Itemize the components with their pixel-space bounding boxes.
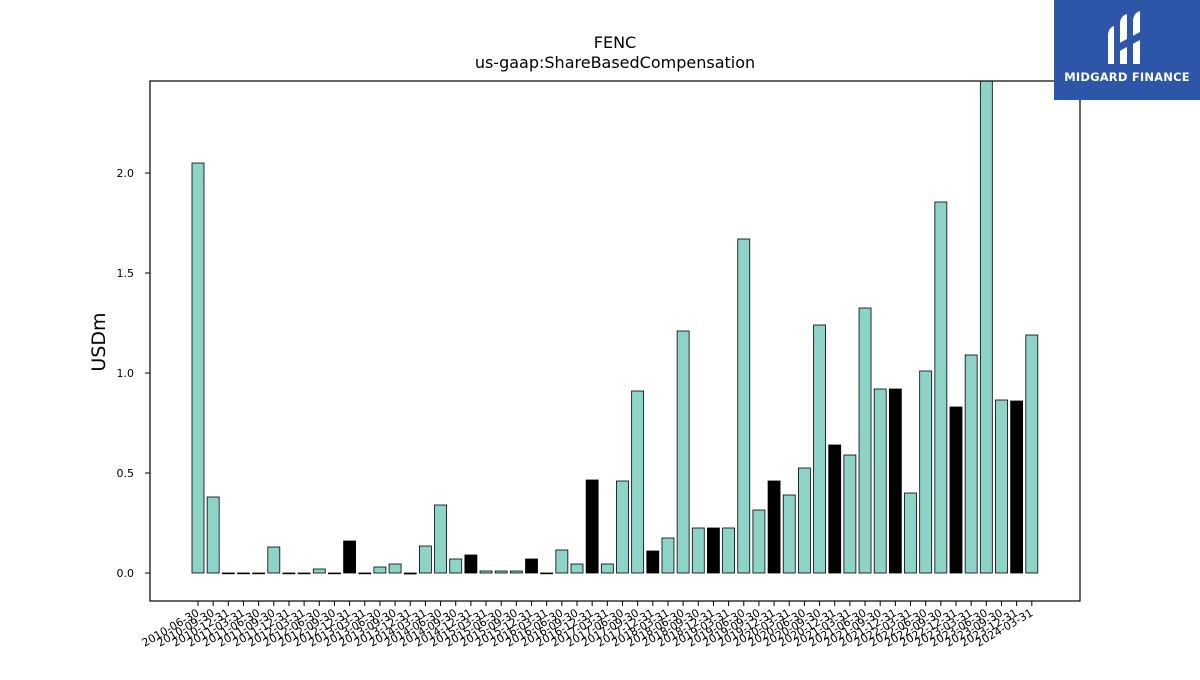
bar-2011-06-30 [252, 572, 266, 575]
bar-2012-09-30 [328, 572, 341, 575]
bar-2020-03-31 [782, 494, 796, 574]
bar-2015-06-30 [494, 570, 508, 574]
bar-2019-12-31 [767, 480, 781, 574]
y-tick-label: 2.0 [117, 167, 135, 180]
bar-2023-03-31 [964, 354, 978, 574]
y-tick-label: 0.5 [117, 467, 135, 480]
bar-2017-03-31 [600, 563, 614, 574]
bar-2017-06-30 [616, 480, 629, 574]
bar-2021-06-30 [858, 307, 872, 574]
bar-2023-09-30 [995, 399, 1008, 574]
bar-2018-03-31 [661, 537, 675, 574]
bar-2018-09-30 [691, 527, 705, 574]
y-axis-label: USDm [88, 312, 110, 371]
bar-2022-03-31 [904, 492, 917, 574]
bar-2016-09-30 [570, 563, 584, 574]
bar-2010-12-31 [221, 572, 235, 575]
bar-2012-03-31 [297, 572, 311, 575]
bar-2010-09-30 [206, 496, 220, 574]
bar-2013-09-30 [388, 563, 402, 574]
y-tick-label: 0.0 [117, 567, 135, 580]
bar-2014-06-30 [434, 504, 447, 574]
bar-2014-03-31 [418, 545, 432, 574]
bar-2021-03-31 [843, 454, 857, 574]
bar-2022-12-31 [949, 406, 963, 574]
bar-2023-06-30 [979, 80, 993, 574]
bar-2021-09-30 [873, 388, 887, 574]
x-ticks-group: 2010-06-302010-09-302010-12-312011-03-31… [140, 601, 1035, 650]
bar-2024-03-31 [1025, 334, 1039, 574]
bar-2013-03-31 [358, 572, 372, 575]
bar-2015-12-31 [525, 558, 538, 574]
bar-2013-06-30 [373, 566, 387, 574]
midgard-logo-icon [1108, 11, 1140, 64]
bar-2019-06-30 [737, 238, 751, 574]
bar-2015-09-30 [509, 570, 523, 574]
bars-group [191, 80, 1039, 575]
bar-2013-12-31 [403, 572, 417, 575]
bar-2014-09-30 [449, 558, 463, 574]
plot-frame [149, 80, 1081, 602]
bar-2012-06-30 [312, 568, 326, 574]
bar-2011-12-31 [282, 572, 296, 575]
bar-2011-03-31 [237, 572, 250, 575]
chart-subtitle: us-gaap:ShareBasedCompensation [475, 53, 755, 72]
bar-2012-12-31 [343, 540, 357, 574]
bar-2023-12-31 [1010, 400, 1024, 574]
bar-2014-12-31 [464, 554, 478, 574]
bar-2018-06-30 [676, 330, 690, 574]
bar-2017-09-30 [631, 390, 645, 574]
midgard-finance-logo: MIDGARD FINANCE [1054, 0, 1200, 100]
bar-2022-09-30 [934, 201, 948, 574]
bar-2011-09-30 [267, 546, 281, 574]
bar-2015-03-31 [479, 570, 493, 574]
bar-2017-12-31 [646, 550, 660, 574]
y-tick-label: 1.5 [117, 267, 135, 280]
bar-2022-06-30 [919, 370, 933, 574]
bar-2020-06-30 [798, 467, 811, 574]
bar-2010-06-30 [191, 162, 205, 574]
y-tick-label: 1.0 [117, 367, 135, 380]
bar-2018-12-31 [707, 527, 720, 574]
bar-2019-09-30 [752, 509, 766, 574]
chart-title: FENC [594, 33, 636, 52]
logo-brand-text: MIDGARD FINANCE [1064, 70, 1190, 84]
y-ticks-group: 0.0 0.5 1.0 1.5 2.0 [117, 167, 150, 580]
bar-2016-12-31 [585, 479, 599, 574]
bar-2020-12-31 [828, 444, 842, 574]
bar-2020-09-30 [813, 324, 826, 574]
bar-2021-12-31 [888, 388, 902, 574]
bar-2016-06-30 [555, 549, 569, 574]
bar-2019-03-31 [722, 527, 735, 574]
bar-2016-03-31 [540, 572, 554, 575]
